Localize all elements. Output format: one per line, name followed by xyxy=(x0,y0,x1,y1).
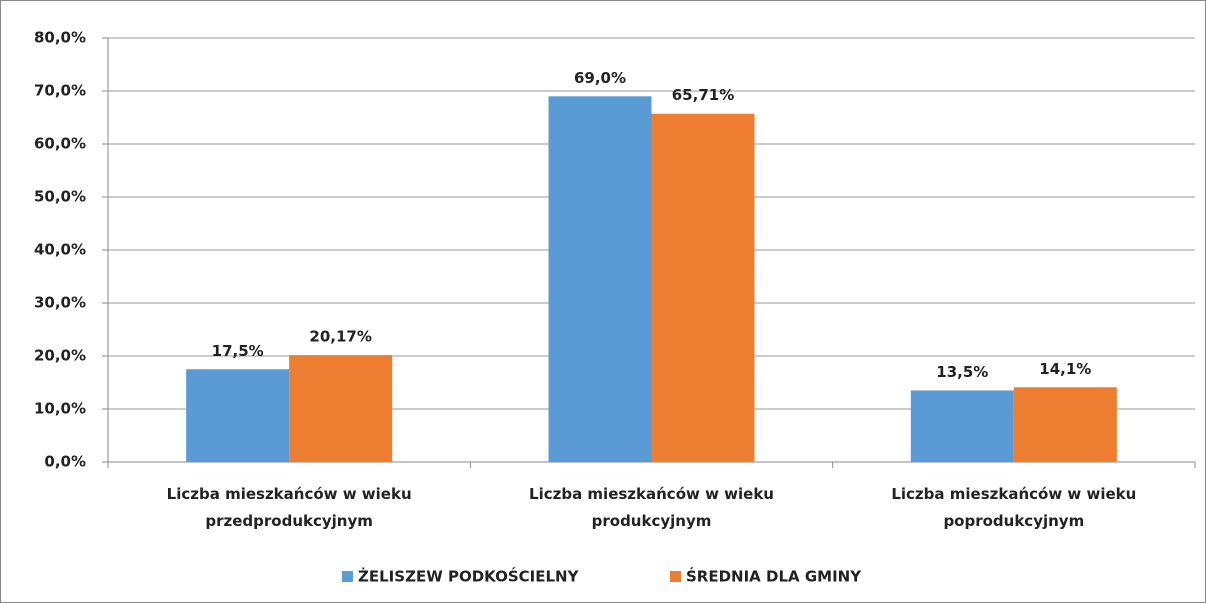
y-tick-label: 50,0% xyxy=(34,188,86,206)
bar xyxy=(548,96,652,463)
y-tick-label: 60,0% xyxy=(34,135,86,153)
y-tick-label: 20,0% xyxy=(34,347,86,365)
y-tick-label: 80,0% xyxy=(34,29,86,47)
legend-label: ŚREDNIA DLA GMINY xyxy=(686,567,862,586)
legend-swatch xyxy=(670,571,681,582)
y-tick-label: 10,0% xyxy=(34,400,86,418)
y-tick-label: 40,0% xyxy=(34,241,86,259)
x-tick-label: Liczba mieszkańców w wieku przedprodukcy… xyxy=(166,485,412,530)
value-label: 14,1% xyxy=(1039,360,1091,378)
bar xyxy=(910,390,1014,462)
y-tick-label: 70,0% xyxy=(34,82,86,100)
value-label: 65,71% xyxy=(672,86,734,104)
bar xyxy=(1013,387,1117,462)
x-tick-label: Liczba mieszkańców w wieku produkcyjnym xyxy=(529,485,774,530)
y-tick-label: 30,0% xyxy=(34,294,86,312)
bar xyxy=(186,369,290,462)
value-label: 20,17% xyxy=(309,328,371,346)
x-tick-label: Liczba mieszkańców w wieku poprodukcyjny… xyxy=(891,485,1137,530)
value-label: 13,5% xyxy=(936,363,988,381)
legend-label: ŻELISZEW PODKOŚCIELNY xyxy=(358,567,580,586)
legend-swatch xyxy=(342,571,353,582)
y-tick-label: 0,0% xyxy=(44,453,86,471)
bar xyxy=(289,355,393,462)
bar xyxy=(651,113,755,462)
value-label: 69,0% xyxy=(574,69,626,87)
value-label: 17,5% xyxy=(212,342,264,360)
